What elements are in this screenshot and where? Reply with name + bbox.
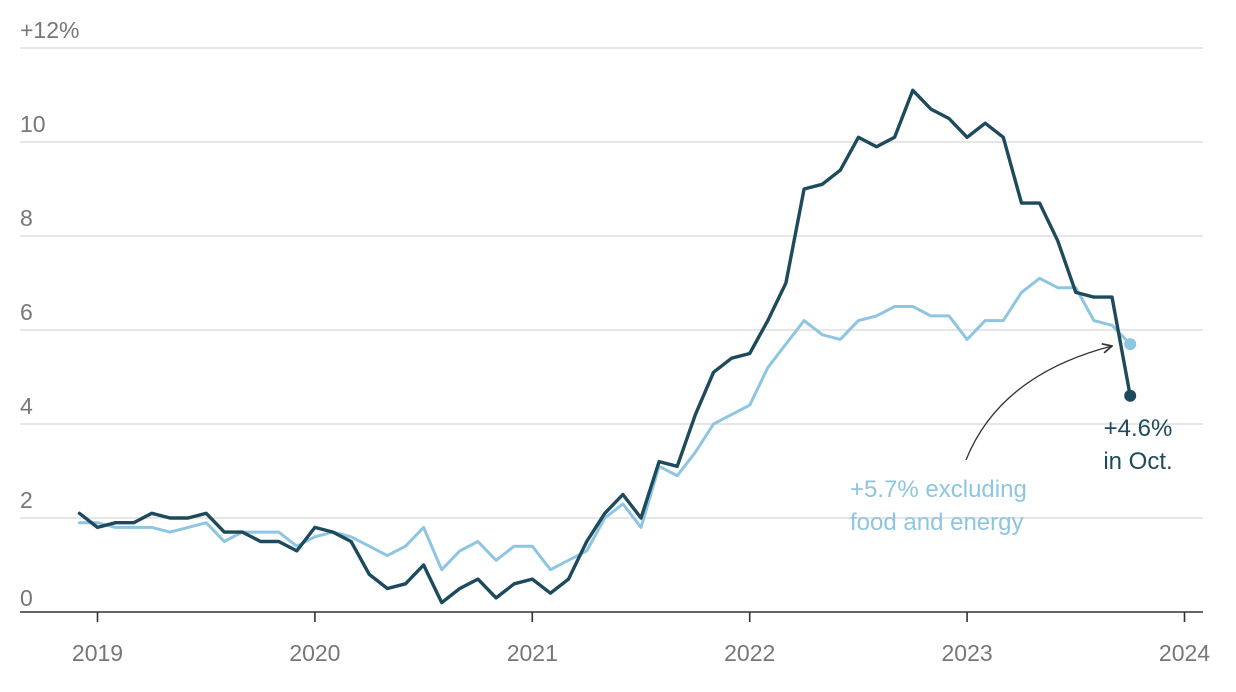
light-series-line: [77, 276, 1132, 572]
dark-series-annotation-date: in Oct.: [1103, 448, 1172, 475]
y-tick-label: 4: [20, 393, 33, 419]
y-tick-label: +12%: [20, 17, 79, 43]
dark-series-line: [77, 88, 1132, 605]
x-axis: 2019 2020 2021 2022 2023 2024: [20, 611, 1210, 666]
y-tick-label: 10: [20, 111, 46, 137]
y-axis-labels: 0 2 4 6 8 10 +12%: [20, 17, 79, 611]
y-tick-label: 2: [20, 487, 33, 513]
y-tick-label: 0: [20, 585, 33, 611]
x-tick-label: 2023: [942, 640, 993, 666]
y-tick-label: 6: [20, 299, 33, 325]
y-tick-label: 8: [20, 205, 33, 231]
x-tick-label: 2021: [507, 640, 558, 666]
x-tick-label: 2024: [1159, 640, 1210, 666]
annotation-arrow: [965, 346, 1112, 461]
x-tick-label: 2020: [289, 640, 340, 666]
dark-series-endpoint: [1124, 389, 1137, 402]
gridlines: [20, 47, 1203, 519]
light-series-annotation-line1: +5.7% excluding: [850, 476, 1027, 503]
dark-series-annotation-value: +4.6%: [1104, 415, 1173, 442]
light-series-endpoint: [1124, 338, 1137, 351]
light-series-annotation-line2: food and energy: [850, 509, 1023, 536]
x-tick-label: 2019: [72, 640, 123, 666]
x-tick-label: 2022: [724, 640, 775, 666]
series-lines: [77, 88, 1137, 605]
